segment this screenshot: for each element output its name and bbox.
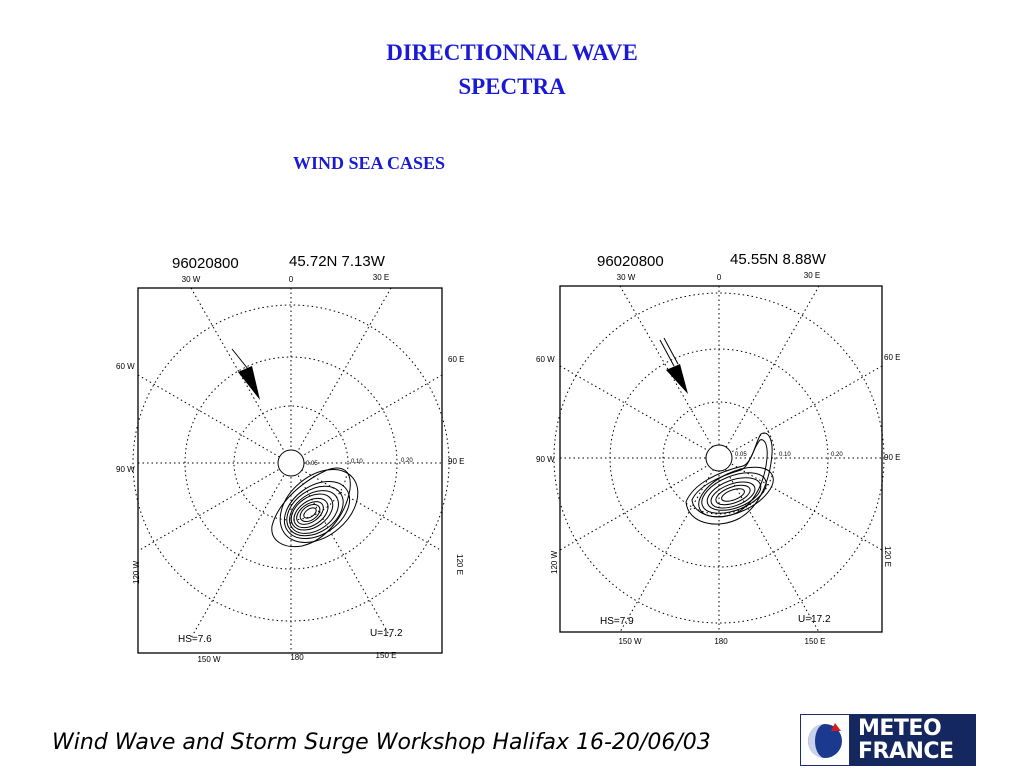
panel-1-label-150e: 150 E [376, 651, 397, 660]
footer-caption: Wind Wave and Storm Surge Workshop Halif… [52, 730, 711, 755]
meteo-france-logo: METEO FRANCE [800, 714, 976, 766]
polar-spectrum-plot-2: 96020800 45.55N 8.88W 30 W 0 30 E 60 W 6… [536, 251, 900, 646]
panel-1-label-30w: 30 W [182, 275, 201, 284]
panel-2-wind-arrow [659, 337, 688, 394]
panel-1-label-0: 0 [289, 275, 294, 284]
slide-title: DIRECTIONNAL WAVE SPECTRA [0, 36, 1024, 104]
panel-2-frame [559, 285, 883, 633]
panel-1-center-circle [277, 449, 305, 477]
panel-1-u-value: U=17.2 [370, 628, 403, 639]
panel-2-label-150w: 150 W [618, 637, 642, 646]
panel-2-date: 96020800 [597, 253, 664, 270]
panel-2-label-120w: 120 W [550, 550, 559, 574]
slide-subtitle: WIND SEA CASES [293, 153, 446, 173]
spectrum-panel-1: 96020800 45.72N 7.13W 30 W 0 30 E 60 W 6… [112, 244, 477, 669]
panel-2-ring-label-2: 0.10 [779, 452, 791, 458]
panel-1-wind-arrow [231, 348, 260, 400]
panel-2-label-180: 180 [714, 637, 728, 646]
panel-2-label-90w: 90 W [536, 455, 555, 464]
panel-1-spectrum-contours [271, 467, 359, 548]
panel-1-label-90e: 90 E [448, 457, 464, 466]
panel-1-label-90w: 90 W [116, 465, 135, 474]
panel-2-u-value: U=17.2 [798, 614, 831, 625]
slide-title-line-2: SPECTRA [458, 74, 566, 99]
slide-title-line-1: DIRECTIONNAL WAVE [386, 40, 638, 65]
meteo-france-wordmark: METEO FRANCE [850, 714, 976, 766]
panel-1-label-120e: 120 E [455, 554, 464, 575]
logo-text-line-2: FRANCE [858, 739, 954, 764]
panel-2-label-60w: 60 W [536, 355, 555, 364]
panel-2-ring-inner [662, 401, 776, 515]
panel-1-ring-inner [233, 405, 349, 521]
panel-2-hs-value: HS=7.9 [600, 616, 634, 627]
panel-2-label-90e: 90 E [884, 453, 900, 462]
panel-1-label-60e: 60 E [448, 355, 464, 364]
panel-2-spectrum-contours [685, 432, 774, 525]
panel-1-label-30e: 30 E [373, 273, 389, 282]
panel-2-ring-outer [553, 292, 885, 624]
spectrum-panel-2: 96020800 45.55N 8.88W 30 W 0 30 E 60 W 6… [528, 244, 913, 656]
panel-2-ring-label-3: 0.20 [831, 452, 843, 458]
panel-2-label-60e: 60 E [884, 353, 900, 362]
panel-1-hs-value: HS=7.6 [178, 634, 212, 645]
panel-1-ring-label-2: 0.10 [351, 459, 363, 465]
panel-1-ring-middle [184, 356, 398, 570]
polar-spectrum-plot-1: 96020800 45.72N 7.13W 30 W 0 30 E 60 W 6… [116, 253, 464, 664]
panel-2-position: 45.55N 8.88W [730, 251, 827, 268]
meteo-france-emblem [800, 714, 850, 766]
panel-2-label-30e: 30 E [804, 271, 820, 280]
panel-1-ring-label-3: 0.20 [401, 458, 413, 464]
logo-text-line-1: METEO [858, 716, 942, 741]
panel-2-label-150e: 150 E [805, 637, 826, 646]
panel-1-frame [137, 287, 443, 654]
panel-2-center-circle [705, 444, 733, 472]
panel-1-position: 45.72N 7.13W [289, 253, 386, 270]
panel-2-label-120e: 120 E [883, 546, 892, 567]
panel-1-label-150w: 150 W [197, 655, 221, 664]
panel-1-label-120w: 120 W [132, 560, 141, 584]
panel-1-label-60w: 60 W [116, 362, 135, 371]
panel-1-date: 96020800 [172, 255, 239, 272]
panel-2-ring-label-1: 0.05 [735, 452, 747, 458]
panel-1-ring-label-1: 0.05 [306, 461, 318, 467]
panel-1-label-180: 180 [290, 653, 304, 662]
panel-2-label-0: 0 [717, 273, 722, 282]
panel-2-label-30w: 30 W [617, 273, 636, 282]
